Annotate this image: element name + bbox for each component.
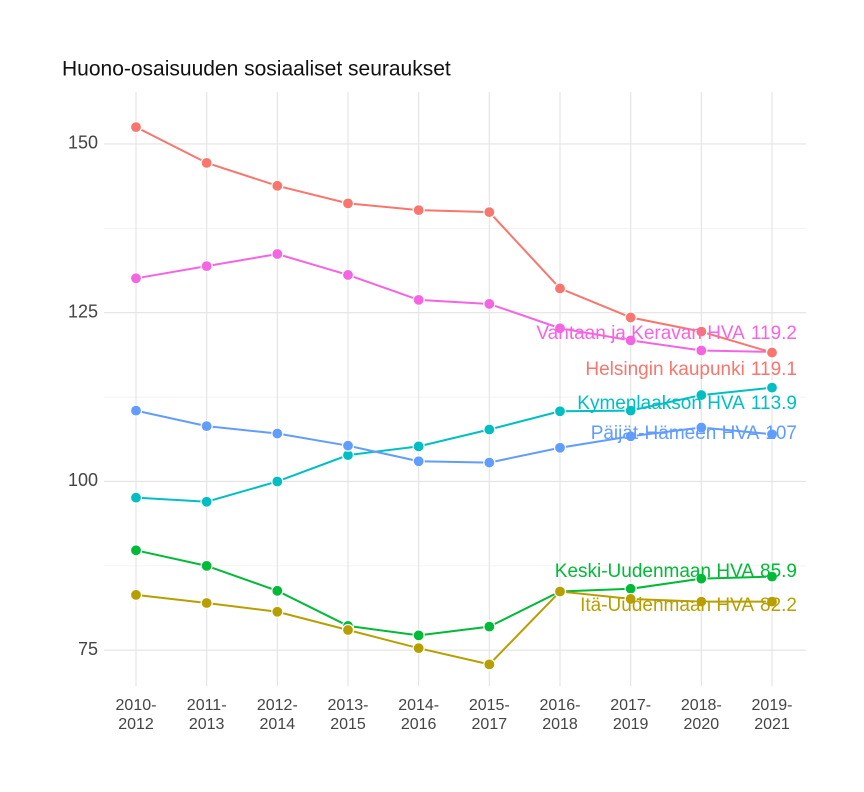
point — [553, 441, 567, 454]
point — [200, 156, 213, 169]
point — [341, 439, 355, 452]
point — [271, 427, 284, 440]
point — [412, 440, 425, 453]
series-name: Keski-Uudenmaan HVA — [555, 561, 755, 582]
series-name: Itä-Uudenmaan HVA — [580, 595, 754, 616]
y-tick-label: 100 — [68, 470, 98, 490]
point — [412, 455, 425, 468]
point — [483, 456, 496, 469]
point — [271, 584, 284, 597]
point — [695, 421, 708, 434]
point — [271, 475, 284, 488]
point — [624, 334, 637, 347]
point — [483, 658, 496, 671]
point — [624, 311, 637, 324]
point — [412, 629, 425, 642]
point — [129, 404, 143, 417]
point — [483, 620, 496, 633]
point — [553, 322, 567, 335]
point — [624, 404, 637, 417]
point — [624, 582, 637, 595]
series-label: Keski-Uudenmaan HVA 85.9 — [555, 561, 797, 582]
point — [200, 420, 213, 433]
x-tick-label: 2016-2018 — [540, 697, 581, 733]
series-line — [135, 549, 773, 637]
point — [271, 605, 284, 618]
series-line — [135, 409, 773, 464]
x-tick-label: 2013-2015 — [328, 697, 369, 733]
y-tick-label: 125 — [68, 301, 98, 321]
point — [483, 206, 496, 219]
point — [483, 297, 496, 311]
x-tick-label: 2018-2020 — [681, 697, 722, 733]
point — [129, 120, 143, 134]
x-tick-label: 2019-2021 — [752, 697, 793, 733]
series-label: Päijät-Hämeen HVA 107 — [591, 423, 797, 444]
point — [765, 428, 779, 441]
point — [695, 388, 708, 402]
point — [412, 642, 425, 655]
series-end-value: 82.2 — [760, 595, 797, 616]
x-tick-label: 2011-2013 — [187, 697, 227, 733]
point — [412, 293, 425, 306]
point — [765, 595, 779, 608]
point — [553, 282, 567, 295]
point — [624, 592, 637, 606]
series-line — [135, 386, 773, 503]
y-tick-label: 150 — [68, 133, 98, 153]
series-label: Vantaan ja Keravan HVA 119.2 — [536, 323, 797, 344]
chart-title: Huono-osaisuuden sosiaaliset seuraukset — [62, 58, 451, 81]
point — [129, 544, 143, 557]
point — [271, 247, 284, 261]
point — [695, 595, 708, 608]
point — [553, 585, 567, 598]
point — [695, 344, 708, 357]
point — [765, 346, 779, 359]
series-line — [135, 590, 772, 666]
point — [129, 272, 143, 285]
point — [200, 596, 213, 610]
point — [553, 405, 567, 418]
point — [341, 197, 355, 210]
point — [200, 559, 213, 572]
y-tick-label: 75 — [78, 639, 98, 659]
series-end-value: 119.2 — [751, 323, 797, 344]
x-tick-label: 2014-2016 — [398, 697, 439, 733]
series-end-value: 85.9 — [760, 561, 797, 582]
series-name: Vantaan ja Keravan HVA — [536, 323, 745, 344]
point — [412, 204, 425, 217]
x-tick-label: 2015-2017 — [469, 697, 510, 733]
point — [341, 623, 355, 637]
series-end-value: 119.1 — [751, 359, 797, 380]
x-tick-label: 2017-2019 — [610, 697, 651, 733]
point — [200, 495, 213, 508]
point — [200, 260, 213, 273]
series-end-value: 113.9 — [751, 393, 797, 414]
point — [695, 325, 708, 338]
series-label: Helsingin kaupunki 119.1 — [585, 359, 797, 380]
series-label: Kymenlaakson HVA 113.9 — [577, 393, 797, 414]
point — [129, 491, 143, 504]
series-end-value: 107 — [765, 423, 797, 444]
series-name: Kymenlaakson HVA — [577, 393, 745, 414]
point — [271, 179, 284, 192]
point — [129, 588, 143, 601]
series-label: Itä-Uudenmaan HVA 82.2 — [580, 595, 797, 616]
x-tick-label: 2010-2012 — [116, 697, 157, 733]
series-line — [135, 126, 773, 354]
point — [765, 381, 779, 394]
series-line — [135, 252, 773, 353]
point — [624, 430, 637, 443]
series-name: Päijät-Hämeen HVA — [591, 423, 760, 444]
point — [341, 268, 355, 282]
point — [483, 423, 496, 436]
point — [695, 572, 708, 585]
series-name: Helsingin kaupunki — [585, 359, 745, 380]
point — [765, 570, 779, 583]
x-tick-label: 2012-2014 — [257, 697, 298, 733]
